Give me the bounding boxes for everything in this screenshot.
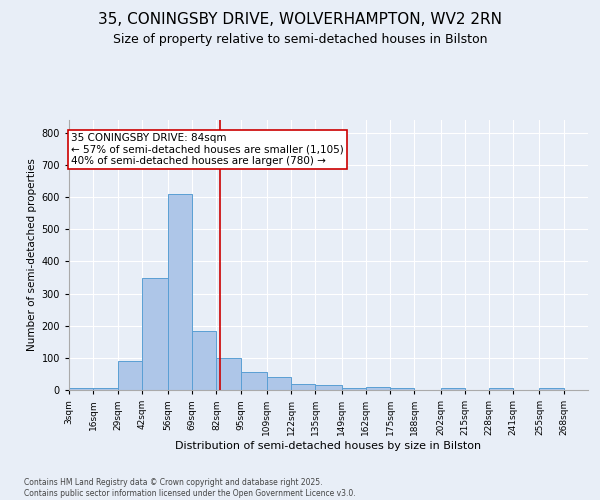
Bar — [341, 388, 366, 390]
Bar — [291, 384, 316, 390]
Bar — [217, 358, 241, 390]
Bar — [168, 194, 192, 390]
Bar — [142, 278, 168, 390]
Bar — [366, 387, 390, 390]
Bar — [316, 385, 341, 390]
Text: 35, CONINGSBY DRIVE, WOLVERHAMPTON, WV2 2RN: 35, CONINGSBY DRIVE, WOLVERHAMPTON, WV2 … — [98, 12, 502, 28]
Bar — [241, 372, 267, 390]
Bar — [93, 388, 118, 390]
Bar — [489, 388, 514, 390]
Bar — [390, 388, 415, 390]
Bar — [118, 361, 142, 390]
Y-axis label: Number of semi-detached properties: Number of semi-detached properties — [28, 158, 37, 352]
Text: Contains HM Land Registry data © Crown copyright and database right 2025.
Contai: Contains HM Land Registry data © Crown c… — [24, 478, 356, 498]
X-axis label: Distribution of semi-detached houses by size in Bilston: Distribution of semi-detached houses by … — [175, 441, 482, 451]
Bar — [192, 330, 217, 390]
Text: 35 CONINGSBY DRIVE: 84sqm
← 57% of semi-detached houses are smaller (1,105)
40% : 35 CONINGSBY DRIVE: 84sqm ← 57% of semi-… — [71, 133, 344, 166]
Text: Size of property relative to semi-detached houses in Bilston: Size of property relative to semi-detach… — [113, 32, 487, 46]
Bar — [267, 377, 291, 390]
Bar — [440, 388, 465, 390]
Bar — [69, 388, 93, 390]
Bar — [539, 388, 564, 390]
